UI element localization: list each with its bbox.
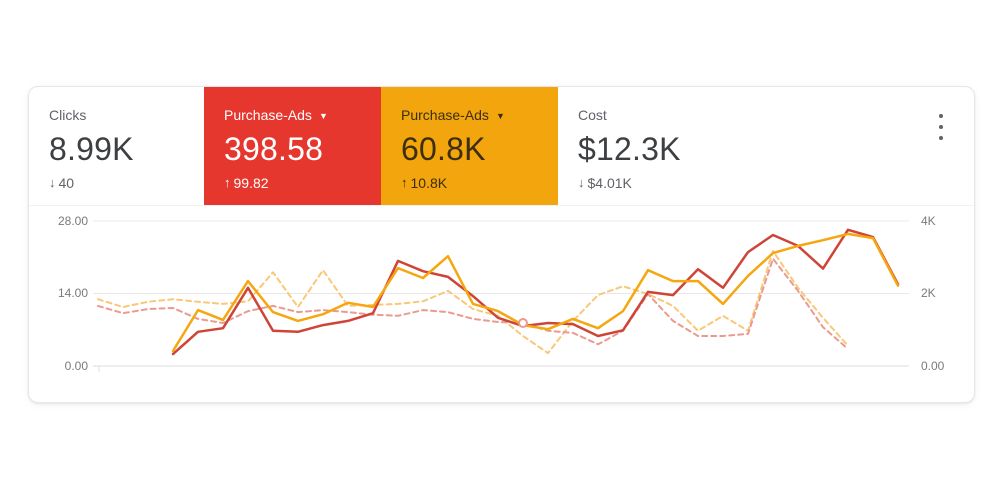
metric-delta: 40 [58, 174, 75, 191]
y-axis-right-tick-2k: 2K [921, 286, 936, 300]
chevron-down-icon[interactable]: ▼ [495, 110, 505, 121]
metric-tile-purchase-ads-orange[interactable]: Purchase-Ads ▼ 60.8K ↑ 10.8K [381, 87, 558, 205]
metric-tile-clicks: Clicks 8.99K ↓ 40 [29, 87, 204, 205]
metric-label: Cost [578, 107, 607, 123]
series-line-purchase-ads-red-prev [97, 257, 849, 350]
dashboard-card: Clicks 8.99K ↓ 40 Purchase-Ads ▼ 398.58 … [28, 86, 975, 403]
metric-value: 8.99K [49, 131, 134, 167]
metric-label: Purchase-Ads [401, 107, 489, 123]
metric-delta: 10.8K [410, 174, 448, 191]
series-line-purchase-ads-red [171, 228, 900, 356]
metric-delta: 99.82 [233, 174, 269, 191]
series-line-purchase-ads-orange [171, 232, 900, 353]
y-axis-left-tick-0: 0.00 [64, 359, 88, 373]
metric-tile-purchase-ads-red[interactable]: Purchase-Ads ▼ 398.58 ↑ 99.82 [204, 87, 381, 205]
arrow-down-icon: ↓ [578, 175, 585, 191]
chevron-down-icon[interactable]: ▼ [318, 110, 328, 121]
metric-label: Purchase-Ads [224, 107, 312, 123]
metric-value: 60.8K [401, 131, 486, 167]
data-point-marker [518, 318, 528, 329]
y-axis-left-tick-14: 14.00 [57, 286, 88, 300]
y-axis-right-tick-4k: 4K [921, 214, 936, 228]
series-line-purchase-ads-orange-prev [97, 250, 849, 355]
metric-value: $12.3K [578, 131, 681, 167]
arrow-up-icon: ↑ [401, 175, 408, 191]
arrow-up-icon: ↑ [224, 175, 231, 191]
metric-tile-cost: Cost $12.3K ↓ $4.01K [558, 87, 735, 205]
metric-tiles-row: Clicks 8.99K ↓ 40 Purchase-Ads ▼ 398.58 … [29, 87, 974, 206]
y-axis-right-tick-0: 0.00 [921, 359, 945, 373]
metric-value: 398.58 [224, 131, 324, 167]
metric-label: Clicks [49, 107, 87, 123]
metric-delta: $4.01K [587, 174, 632, 191]
y-axis-left-tick-28: 28.00 [57, 214, 88, 228]
more-options-icon[interactable] [932, 113, 950, 141]
arrow-down-icon: ↓ [49, 175, 56, 191]
